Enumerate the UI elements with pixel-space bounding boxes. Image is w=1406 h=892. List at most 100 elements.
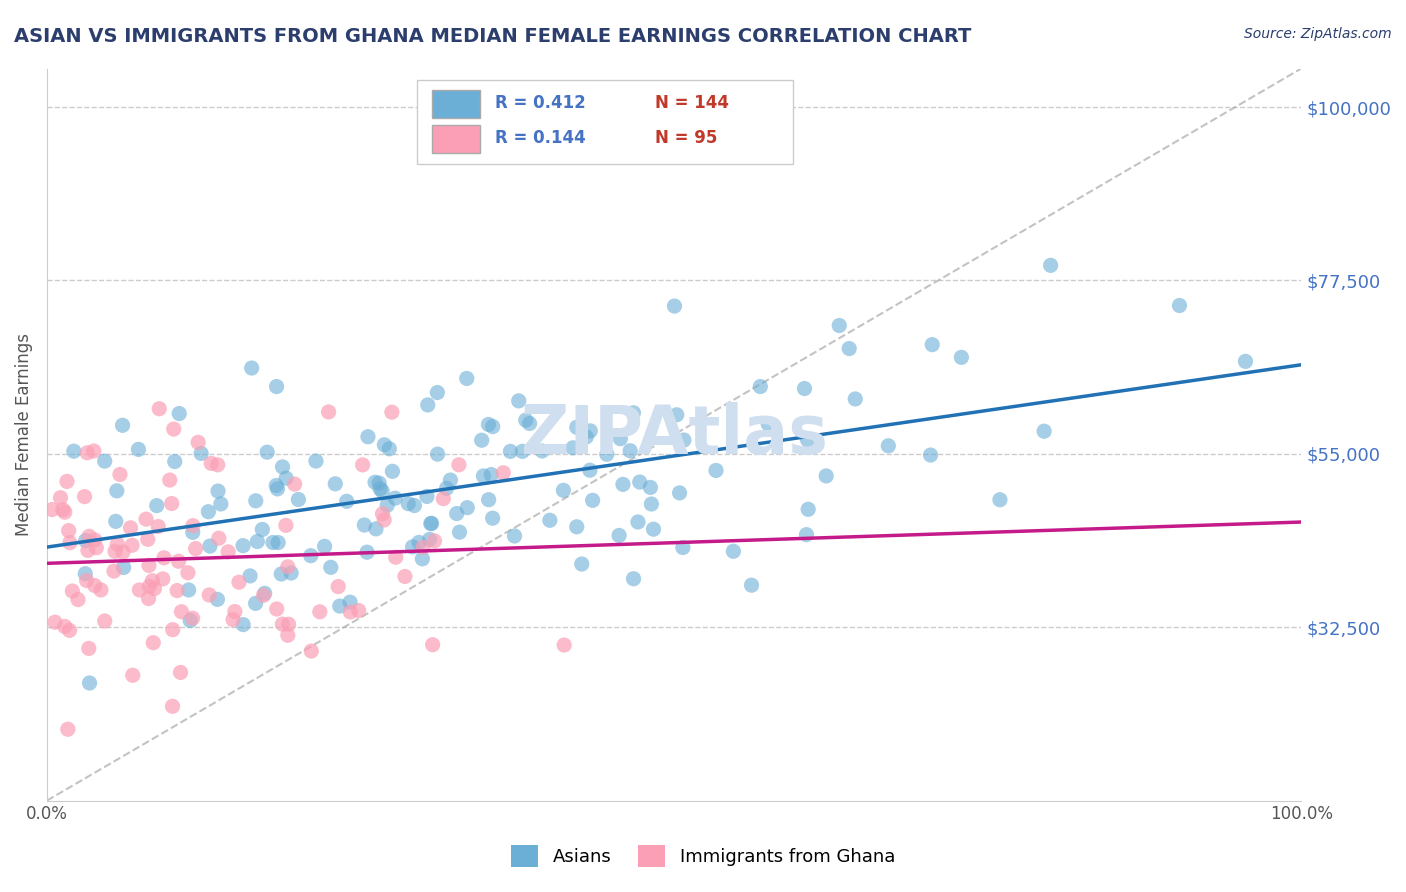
Point [104,514,127,528]
Point [436,481,458,495]
Text: Source: ZipAtlas.com: Source: ZipAtlas.com [1244,27,1392,41]
Point [640,497,662,511]
Point [609,432,631,446]
Point [166,583,188,598]
Point [416,489,439,503]
Point [797,502,820,516]
Point [77,543,100,558]
Point [373,438,395,452]
Point [627,515,650,529]
Point [167,554,190,568]
Point [375,498,398,512]
Point [93,614,115,628]
Point [619,443,641,458]
Point [200,456,222,470]
Point [623,572,645,586]
Point [271,459,294,474]
FancyBboxPatch shape [432,125,479,153]
Point [1168,298,1191,312]
Point [103,564,125,578]
Point [565,420,588,434]
Point [353,518,375,533]
Point [77,529,100,543]
Point [579,424,602,438]
Point [672,541,695,555]
Point [184,541,207,556]
Point [665,408,688,422]
Point [256,445,278,459]
Point [404,499,426,513]
Point [56,723,79,737]
Point [336,494,359,508]
Point [596,447,619,461]
Point [253,586,276,600]
Point [796,433,818,447]
Point [607,528,630,542]
Point [198,539,221,553]
Point [66,592,89,607]
Point [284,477,307,491]
Point [252,588,274,602]
Point [44,615,66,630]
Point [988,492,1011,507]
Point [75,533,97,548]
Point [187,435,209,450]
Point [148,401,170,416]
Point [371,483,394,498]
Point [356,545,378,559]
Point [266,379,288,393]
Point [422,638,444,652]
Y-axis label: Median Female Earnings: Median Female Earnings [15,333,32,536]
Point [181,525,204,540]
Point [579,463,602,477]
Point [121,538,143,552]
Point [723,544,745,558]
Point [512,444,534,458]
Point [838,342,860,356]
Point [207,458,229,472]
Point [142,636,165,650]
Point [240,361,263,376]
Point [76,446,98,460]
Point [105,483,128,498]
Point [531,444,554,458]
Point [287,492,309,507]
Point [169,665,191,680]
Point [299,549,322,563]
Point [79,676,101,690]
Point [190,446,212,460]
Point [181,611,204,625]
Point [364,522,387,536]
Point [478,492,501,507]
Point [419,516,441,531]
Point [456,500,478,515]
Point [108,467,131,482]
Point [58,524,80,538]
Point [58,624,80,638]
Point [368,476,391,491]
Point [492,466,515,480]
Point [446,507,468,521]
Point [177,582,200,597]
Point [148,519,170,533]
Point [571,557,593,571]
Point [565,520,588,534]
Point [481,511,503,525]
Text: N = 95: N = 95 [655,129,717,147]
Point [384,491,406,505]
Point [515,413,537,427]
Point [339,595,361,609]
Point [553,638,575,652]
FancyBboxPatch shape [432,90,479,118]
Point [277,559,299,574]
Point [170,605,193,619]
Point [267,535,290,549]
Point [828,318,851,333]
Point [246,534,269,549]
Point [159,473,181,487]
Point [90,582,112,597]
Point [401,540,423,554]
Point [553,483,575,498]
Point [53,505,76,519]
Point [347,604,370,618]
